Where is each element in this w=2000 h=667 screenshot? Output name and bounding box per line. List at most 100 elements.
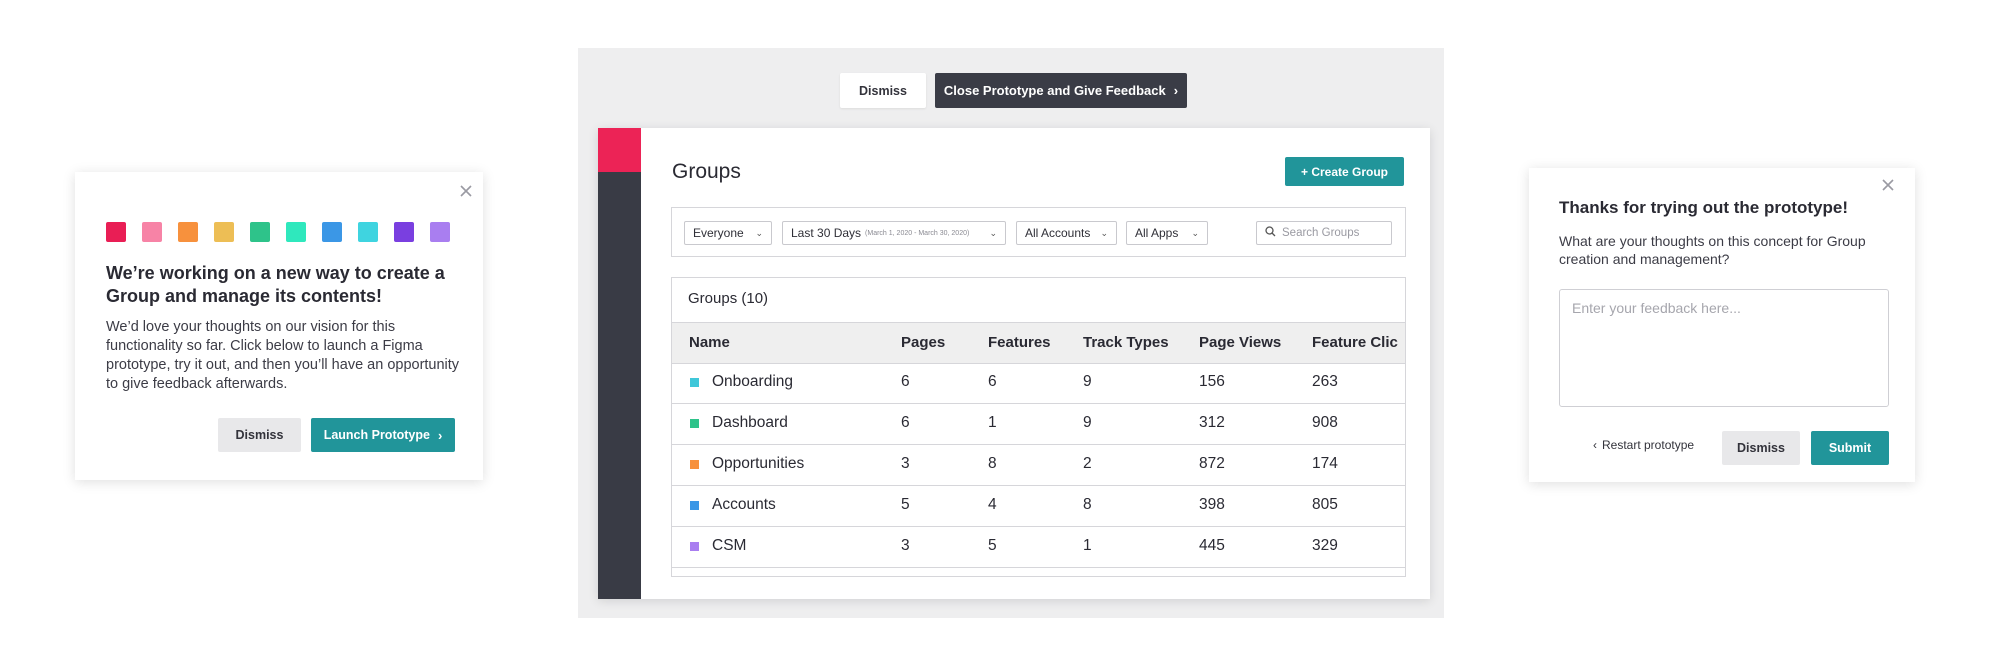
app-sidebar	[598, 128, 641, 599]
restart-prototype-link[interactable]: ‹ Restart prototype	[1593, 438, 1694, 452]
intro-dismiss-label: Dismiss	[235, 428, 284, 442]
segment-filter-label: Everyone	[693, 226, 744, 240]
column-header[interactable]: Track Types	[1083, 334, 1169, 351]
accounts-filter[interactable]: All Accounts ⌄	[1016, 221, 1117, 245]
segment-filter[interactable]: Everyone ⌄	[684, 221, 772, 245]
groups-count: Groups (10)	[688, 290, 769, 307]
chevron-down-icon: ⌄	[1191, 227, 1199, 238]
color-swatch	[394, 222, 414, 242]
table-cell-page-views: 872	[1199, 455, 1225, 472]
group-color-indicator	[690, 378, 699, 387]
table-cell-pages: 3	[901, 455, 910, 472]
intro-dismiss-button[interactable]: Dismiss	[218, 418, 301, 452]
apps-filter-label: All Apps	[1135, 226, 1179, 240]
date-range-filter[interactable]: Last 30 Days (March 1, 2020 - March 30, …	[782, 221, 1006, 245]
feedback-card: Thanks for trying out the prototype! Wha…	[1529, 168, 1915, 482]
table-row[interactable]: Accounts 5 4 8 398 805	[672, 485, 1405, 527]
intro-card: We’re working on a new way to create a G…	[75, 172, 483, 480]
table-cell-page-views: 398	[1199, 496, 1225, 513]
chevron-down-icon: ⌄	[755, 227, 763, 238]
close-prototype-feedback-label: Close Prototype and Give Feedback	[943, 83, 1166, 98]
close-icon[interactable]	[459, 184, 475, 200]
search-placeholder: Search Groups	[1282, 227, 1360, 239]
close-prototype-feedback-button[interactable]: Close Prototype and Give Feedback ›	[935, 73, 1187, 108]
table-cell-track-types: 9	[1083, 414, 1092, 431]
feedback-dismiss-button[interactable]: Dismiss	[1722, 431, 1800, 465]
chevron-down-icon: ⌄	[1100, 227, 1108, 238]
date-range-label: Last 30 Days	[791, 226, 862, 240]
table-row[interactable]: Dashboard 6 1 9 312 908	[672, 403, 1405, 445]
apps-filter[interactable]: All Apps ⌄	[1126, 221, 1208, 245]
table-cell-pages: 5	[901, 496, 910, 513]
table-cell-track-types: 2	[1083, 455, 1092, 472]
close-icon[interactable]	[1881, 178, 1897, 194]
table-row[interactable]: Opportunities 3 8 2 872 174	[672, 444, 1405, 486]
chevron-left-icon: ‹	[1593, 438, 1597, 452]
intro-heading: We’re working on a new way to create a G…	[106, 263, 445, 306]
column-header[interactable]: Features	[988, 334, 1051, 351]
table-row[interactable]: CSM 3 5 1 445 329	[672, 526, 1405, 568]
table-cell-features: 5	[988, 537, 997, 554]
table-row[interactable]: Onboarding 6 6 9 156 263	[672, 362, 1405, 404]
table-cell-features: 6	[988, 373, 997, 390]
column-header[interactable]: Name	[689, 334, 730, 351]
prototype-dismiss-label: Dismiss	[859, 83, 907, 98]
search-input[interactable]: Search Groups	[1256, 221, 1392, 245]
table-cell-features: 1	[988, 414, 997, 431]
table-cell-feature-clicks: 805	[1312, 496, 1338, 513]
color-swatch	[322, 222, 342, 242]
group-color-indicator	[690, 542, 699, 551]
column-header[interactable]: Feature Clic	[1312, 334, 1398, 351]
chevron-right-icon: ›	[437, 427, 443, 443]
column-header[interactable]: Page Views	[1199, 334, 1282, 351]
groups-table: Groups (10) Name Pages Features Track Ty…	[671, 277, 1406, 577]
submit-button[interactable]: Submit	[1811, 431, 1889, 465]
table-cell-page-views: 156	[1199, 373, 1225, 390]
color-swatch	[430, 222, 450, 242]
color-swatch	[358, 222, 378, 242]
launch-prototype-label: Launch Prototype	[323, 428, 430, 442]
table-cell-name: Onboarding	[712, 373, 794, 390]
launch-prototype-button[interactable]: Launch Prototype ›	[311, 418, 455, 452]
feedback-dismiss-label: Dismiss	[1737, 441, 1785, 455]
prototype-dismiss-button[interactable]: Dismiss	[840, 73, 926, 108]
table-cell-feature-clicks: 263	[1312, 373, 1338, 390]
accounts-filter-label: All Accounts	[1025, 226, 1091, 240]
table-cell-name: Accounts	[712, 496, 776, 513]
table-cell-track-types: 8	[1083, 496, 1092, 513]
feedback-question: What are your thoughts on this concept f…	[1559, 233, 1866, 267]
table-cell-track-types: 1	[1083, 537, 1092, 554]
color-swatch	[214, 222, 234, 242]
table-cell-feature-clicks: 908	[1312, 414, 1338, 431]
table-cell-name: CSM	[712, 537, 747, 554]
app-logo[interactable]	[598, 128, 641, 172]
color-swatch	[142, 222, 162, 242]
table-cell-feature-clicks: 329	[1312, 537, 1338, 554]
chevron-right-icon: ›	[1173, 83, 1179, 98]
feedback-textarea[interactable]	[1559, 289, 1889, 407]
table-cell-page-views: 312	[1199, 414, 1225, 431]
feedback-heading: Thanks for trying out the prototype!	[1559, 198, 1848, 217]
filter-bar: Everyone ⌄ Last 30 Days (March 1, 2020 -…	[671, 207, 1406, 257]
color-swatches	[106, 222, 450, 242]
table-cell-name: Opportunities	[712, 455, 805, 472]
table-cell-name: Dashboard	[712, 414, 788, 431]
group-color-indicator	[690, 501, 699, 510]
table-cell-features: 4	[988, 496, 997, 513]
color-swatch	[106, 222, 126, 242]
submit-label: Submit	[1828, 441, 1872, 455]
table-cell-features: 8	[988, 455, 997, 472]
create-group-button[interactable]: + Create Group	[1285, 157, 1404, 186]
restart-prototype-label: Restart prototype	[1602, 438, 1695, 452]
table-cell-pages: 6	[901, 373, 910, 390]
group-color-indicator	[690, 419, 699, 428]
column-header[interactable]: Pages	[901, 334, 946, 351]
search-icon	[1265, 226, 1276, 240]
intro-body: We’d love your thoughts on our vision fo…	[106, 319, 460, 392]
chevron-down-icon: ⌄	[989, 227, 997, 238]
table-cell-page-views: 445	[1199, 537, 1225, 554]
color-swatch	[178, 222, 198, 242]
table-header: Name Pages Features Track Types Page Vie…	[672, 322, 1405, 364]
color-swatch	[286, 222, 306, 242]
table-cell-pages: 3	[901, 537, 910, 554]
